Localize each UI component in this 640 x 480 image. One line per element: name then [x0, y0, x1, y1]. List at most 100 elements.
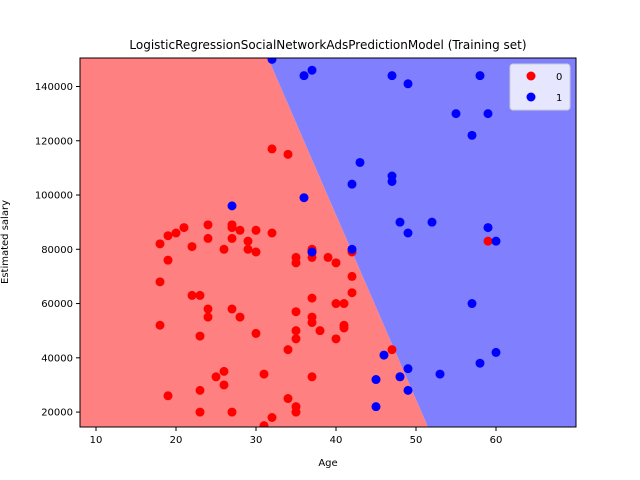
data-point-class-0	[291, 326, 301, 336]
data-points	[155, 58, 501, 427]
data-point-class-1	[355, 157, 365, 167]
data-point-class-0	[267, 413, 277, 423]
data-point-class-1	[491, 236, 501, 246]
y-axis: 20000 40000 60000 80000 100000 120000 140000	[35, 82, 80, 419]
data-point-class-0	[187, 290, 197, 300]
data-point-class-1	[483, 223, 493, 233]
data-point-class-0	[339, 299, 349, 309]
data-point-class-0	[195, 331, 205, 341]
data-point-class-1	[451, 109, 461, 119]
data-point-class-0	[259, 421, 269, 427]
data-point-class-0	[291, 334, 301, 344]
data-point-class-1	[483, 109, 493, 119]
data-point-class-0	[331, 258, 341, 268]
data-point-class-1	[403, 79, 413, 89]
data-point-class-1	[267, 58, 277, 64]
data-point-class-0	[347, 271, 357, 281]
data-point-class-0	[283, 345, 293, 355]
legend-label-1: 1	[556, 93, 562, 104]
data-point-class-0	[251, 247, 261, 257]
data-point-class-0	[307, 293, 317, 303]
data-point-class-0	[291, 407, 301, 417]
data-point-class-1	[387, 71, 397, 81]
data-point-class-0	[155, 320, 165, 330]
data-point-class-0	[291, 307, 301, 317]
data-point-class-0	[315, 326, 325, 336]
data-point-class-0	[243, 236, 253, 246]
data-point-class-0	[163, 255, 173, 265]
data-point-class-0	[323, 252, 333, 262]
data-point-class-1	[475, 358, 485, 368]
data-point-class-0	[195, 385, 205, 395]
x-axis: 10 20 30 40 50 60	[90, 427, 503, 446]
data-point-class-1	[227, 201, 237, 211]
data-point-class-1	[395, 372, 405, 382]
data-point-class-0	[387, 345, 397, 355]
data-point-class-0	[251, 328, 261, 338]
x-tick-label: 40	[330, 435, 343, 446]
y-tick-label: 80000	[41, 245, 73, 256]
y-tick-label: 40000	[41, 353, 73, 364]
data-point-class-0	[203, 233, 213, 243]
data-point-class-0	[259, 369, 269, 379]
data-point-class-0	[163, 231, 173, 241]
data-point-class-0	[203, 304, 213, 314]
y-tick-label: 140000	[35, 82, 73, 93]
data-point-class-0	[283, 149, 293, 159]
data-point-class-0	[483, 236, 493, 246]
data-point-class-1	[467, 299, 477, 309]
legend-label-0: 0	[556, 72, 562, 83]
data-point-class-1	[371, 402, 381, 412]
data-point-class-0	[283, 394, 293, 404]
data-point-class-0	[291, 258, 301, 268]
x-tick-label: 30	[250, 435, 263, 446]
data-point-class-0	[251, 225, 261, 235]
data-point-class-1	[395, 217, 405, 227]
data-point-class-0	[187, 242, 197, 252]
data-point-class-1	[403, 385, 413, 395]
data-point-class-0	[331, 334, 341, 344]
data-point-class-0	[235, 225, 245, 235]
y-tick-label: 20000	[41, 408, 73, 419]
legend-marker-0	[526, 71, 536, 81]
plot-frame	[79, 57, 577, 428]
y-tick-label: 100000	[35, 191, 73, 202]
data-point-class-0	[227, 233, 237, 243]
x-tick-label: 60	[490, 435, 503, 446]
data-point-class-0	[267, 228, 277, 238]
data-point-class-0	[203, 220, 213, 230]
data-point-class-0	[267, 144, 277, 154]
x-axis-label: Age	[318, 458, 337, 469]
decision-regions	[80, 58, 576, 427]
legend-box	[509, 63, 571, 111]
data-point-class-1	[347, 179, 357, 189]
data-point-class-0	[195, 407, 205, 417]
x-tick-label: 50	[410, 435, 423, 446]
data-point-class-1	[475, 71, 485, 81]
data-point-class-0	[211, 372, 221, 382]
data-point-class-0	[155, 239, 165, 249]
data-point-class-0	[331, 299, 341, 309]
data-point-class-0	[219, 380, 229, 390]
region-class-0	[80, 58, 428, 427]
data-point-class-0	[219, 244, 229, 254]
data-point-class-0	[227, 223, 237, 233]
data-point-class-1	[347, 244, 357, 254]
data-point-class-1	[427, 217, 437, 227]
data-point-class-1	[371, 375, 381, 385]
y-tick-label: 60000	[41, 299, 73, 310]
data-point-class-0	[163, 391, 173, 401]
legend: 0 1	[509, 63, 571, 111]
data-point-class-0	[227, 407, 237, 417]
data-point-class-0	[203, 312, 213, 322]
data-point-class-1	[307, 247, 317, 257]
data-point-class-1	[435, 369, 445, 379]
data-point-class-0	[339, 323, 349, 333]
data-point-class-1	[403, 228, 413, 238]
data-point-class-0	[179, 223, 189, 233]
data-point-class-1	[299, 193, 309, 203]
data-point-class-1	[403, 364, 413, 374]
data-point-class-0	[171, 228, 181, 238]
data-point-class-1	[307, 65, 317, 75]
